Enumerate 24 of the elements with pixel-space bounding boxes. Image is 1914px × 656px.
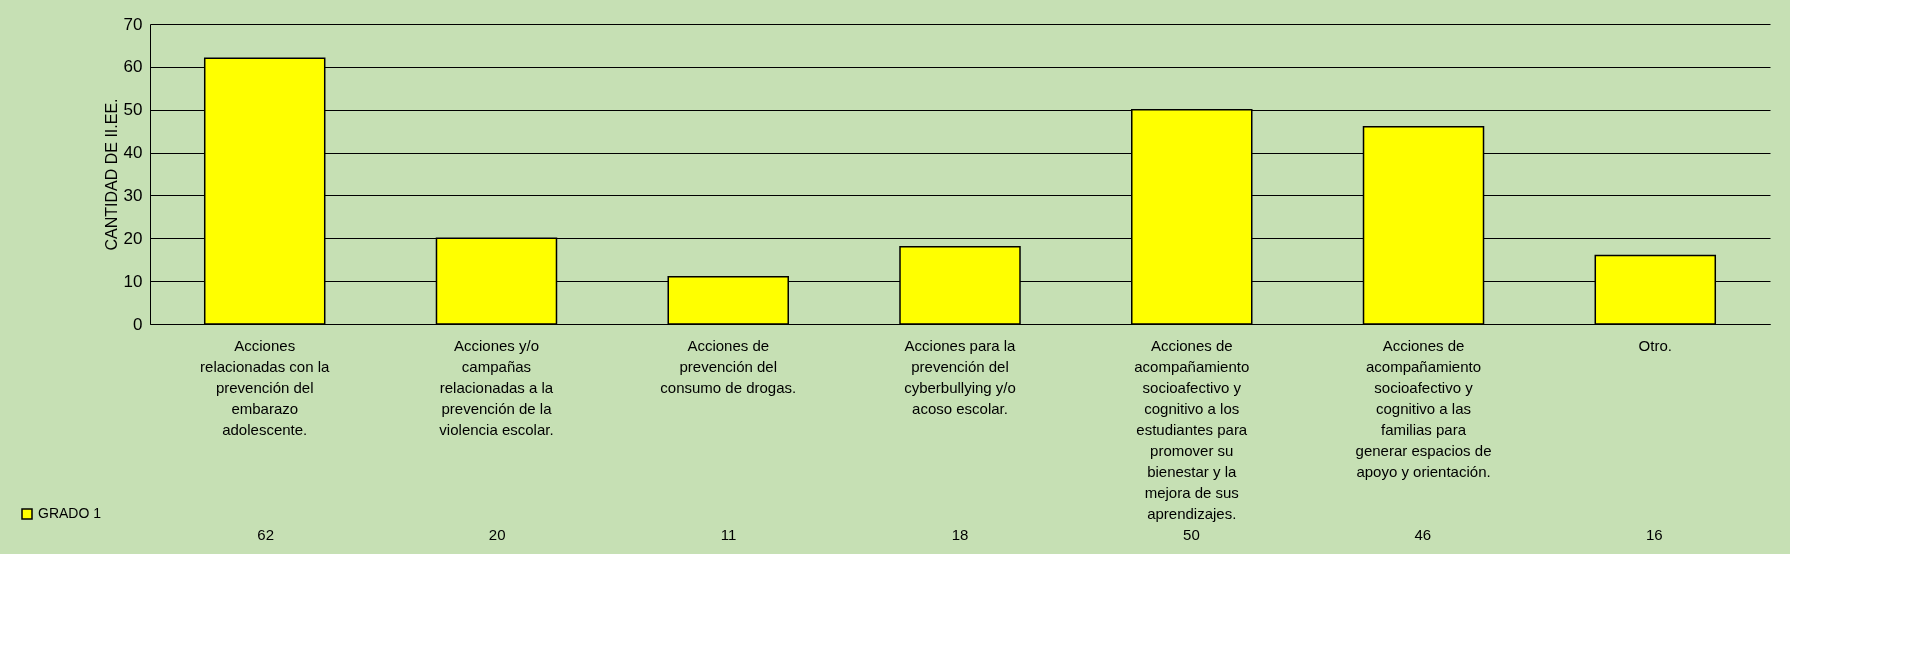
data-label: 50 xyxy=(1183,526,1200,543)
data-label: 62 xyxy=(257,526,275,543)
data-label: 11 xyxy=(720,526,737,543)
data-label: 16 xyxy=(1645,526,1663,543)
y-tick-label: 0 xyxy=(133,314,143,334)
x-tick-label: Acciones para la prevención del cyberbullying y/o acoso escolar. xyxy=(904,336,1017,417)
x-tick-label: Acciones de prevención del consumo de drogas. xyxy=(660,336,797,396)
y-tick-label: 60 xyxy=(123,57,143,77)
x-tick-label: Acciones y/o campañas relacionadas a la prevención de la violencia escolar. xyxy=(439,336,554,438)
y-tick-label: 50 xyxy=(123,100,143,120)
category-label: Acciones de acompañamiento socioafectivo y cognitivo a los estudiantes para promover su bienestar y la mejora de sus aprendizajes. xyxy=(1134,336,1250,522)
data-label: 46 xyxy=(1414,526,1432,543)
x-tick-label: Otro. xyxy=(1638,336,1672,354)
y-tick-label: 30 xyxy=(123,185,143,205)
legend-label: GRADO 1 xyxy=(38,505,102,521)
y-tick-label: 70 xyxy=(123,14,143,34)
data-label: 20 xyxy=(488,526,506,543)
y-tick-label: 20 xyxy=(123,228,143,248)
y-tick-label: 10 xyxy=(123,271,143,291)
x-tick-label: Acciones de acompañamiento socioafectivo y cognitivo a las familias para generar espacios de apoyo y orientación. xyxy=(1355,336,1492,480)
y-tick-label: 40 xyxy=(123,143,143,163)
data-label: 18 xyxy=(951,526,969,543)
x-tick-label: Acciones relacionadas con la prevención del embarazo adolescente. xyxy=(200,336,330,438)
y-axis-title: CANTIDAD DE II.EE. xyxy=(102,98,120,251)
